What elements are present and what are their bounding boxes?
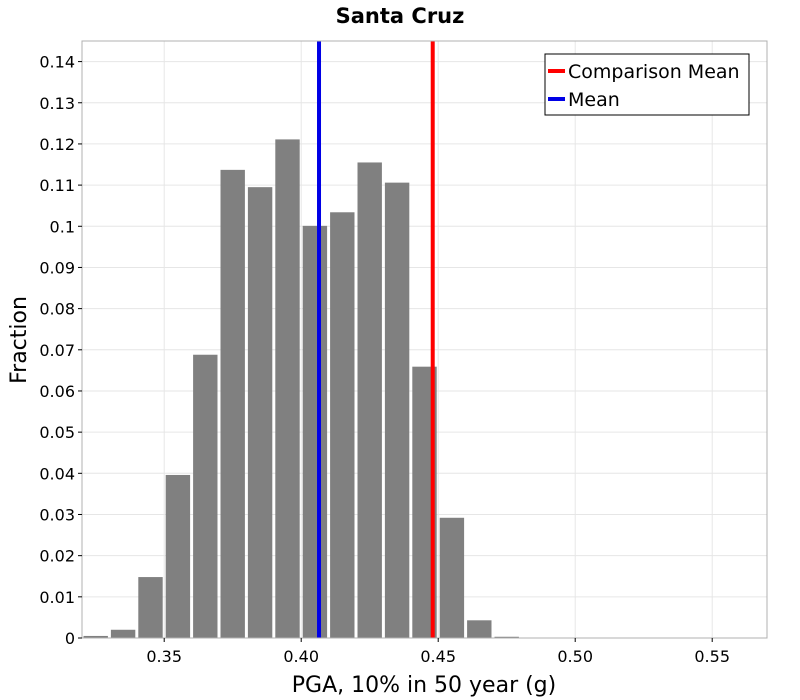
x-axis-title: PGA, 10% in 50 year (g) — [292, 673, 556, 698]
mean-lines — [317, 41, 435, 638]
y-tick-label-1: 0.01 — [39, 588, 75, 607]
histogram-bar-1 — [110, 629, 136, 638]
y-tick-label-12: 0.12 — [39, 135, 75, 154]
histogram-bar-5 — [220, 169, 245, 638]
x-tick-label-2: 0.45 — [420, 647, 456, 666]
histogram-bar-15 — [494, 636, 519, 638]
legend-box — [544, 53, 750, 116]
y-tick-label-9: 0.09 — [39, 258, 75, 277]
x-tick-label-3: 0.50 — [557, 647, 593, 666]
histogram-bar-0 — [83, 635, 108, 638]
chart-title: Santa Cruz — [336, 4, 465, 28]
y-axis-ticks: 0 0.01 0.02 0.03 0.04 0.05 0.06 0.07 0.08 0.09 0.1… — [39, 53, 82, 648]
y-tick-label-3: 0.03 — [39, 505, 75, 524]
x-axis-ticks: 0.35 0.40 0.45 0.50 0.55 — [146, 638, 730, 666]
histogram-bar-13 — [439, 517, 465, 638]
y-tick-label-8: 0.08 — [39, 300, 75, 319]
y-tick-label-13: 0.13 — [39, 94, 75, 113]
y-tick-label-11: 0.11 — [39, 176, 75, 195]
histogram-bar-2 — [138, 577, 163, 638]
histogram-bar-7 — [275, 139, 300, 638]
legend: Comparison Mean Mean — [544, 53, 750, 116]
y-tick-label-5: 0.05 — [39, 423, 75, 442]
histogram-bar-14 — [467, 620, 492, 638]
histogram-bar-8 — [302, 225, 328, 638]
histogram-bar-9 — [330, 212, 355, 639]
histogram-bar-11 — [384, 182, 410, 638]
legend-label-mean: Mean — [568, 89, 620, 111]
x-tick-label-0: 0.35 — [146, 647, 182, 666]
x-tick-label-1: 0.40 — [283, 647, 319, 666]
y-tick-label-4: 0.04 — [39, 464, 75, 483]
histogram-bar-6 — [247, 187, 273, 639]
histogram-bar-4 — [193, 354, 218, 638]
x-tick-label-4: 0.55 — [694, 647, 730, 666]
plot-frame — [81, 40, 768, 639]
histogram-bar-3 — [165, 474, 191, 638]
y-tick-label-6: 0.06 — [39, 382, 75, 401]
y-axis-title: Fraction — [7, 296, 32, 384]
y-tick-label-7: 0.07 — [39, 341, 75, 360]
histogram-bars — [83, 139, 519, 639]
legend-label-comparison-mean: Comparison Mean — [568, 61, 740, 83]
y-tick-label-14: 0.14 — [39, 53, 75, 72]
histogram-bar-10 — [357, 162, 382, 638]
y-tick-label-10: 0.1 — [50, 217, 75, 236]
y-tick-label-0: 0 — [65, 629, 75, 648]
y-tick-label-2: 0.02 — [39, 547, 75, 566]
